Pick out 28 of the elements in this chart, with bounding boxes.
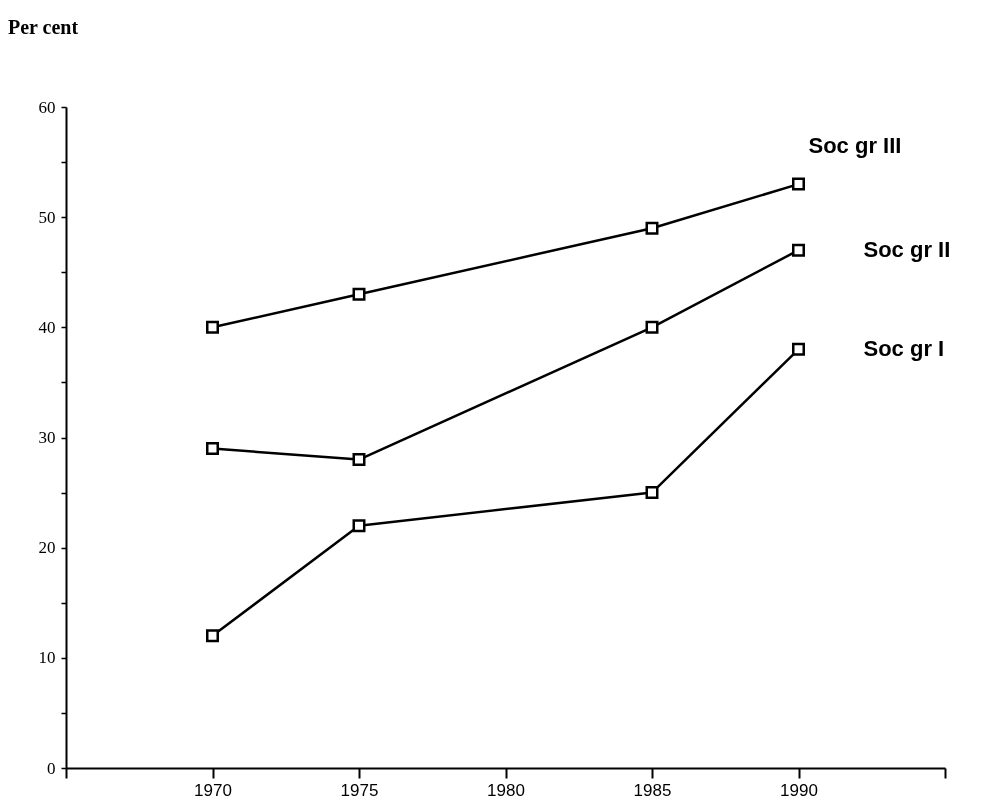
y-tick-label: 0 <box>47 758 56 778</box>
point <box>352 453 366 467</box>
x-tick-label: 1985 <box>633 780 672 800</box>
y-tick-label: 30 <box>38 428 56 447</box>
y-tick-label: 60 <box>38 97 56 117</box>
point <box>352 519 366 533</box>
point <box>645 486 659 500</box>
point <box>352 287 366 301</box>
point <box>206 442 219 456</box>
x-tick-label: 1990 <box>780 780 818 800</box>
y-tick-label: 20 <box>38 538 56 558</box>
y-tick-label: 50 <box>38 207 56 227</box>
series-label: Soc gr III <box>808 133 902 159</box>
point <box>645 221 659 235</box>
point <box>206 320 219 334</box>
y-tick-label: 10 <box>38 648 56 668</box>
chart-title: Per cent <box>8 16 79 38</box>
point <box>792 177 805 191</box>
point <box>206 629 219 643</box>
x-tick-label: 1980 <box>487 780 525 800</box>
point <box>792 243 805 257</box>
text: Soc gr II <box>863 237 951 263</box>
y-tick-label: 40 <box>38 317 56 337</box>
x-tick-label: 1970 <box>194 780 232 800</box>
x-tick-label: 1975 <box>340 780 379 800</box>
point <box>792 342 805 356</box>
point <box>645 320 659 334</box>
text: Soc gr I <box>863 336 945 362</box>
